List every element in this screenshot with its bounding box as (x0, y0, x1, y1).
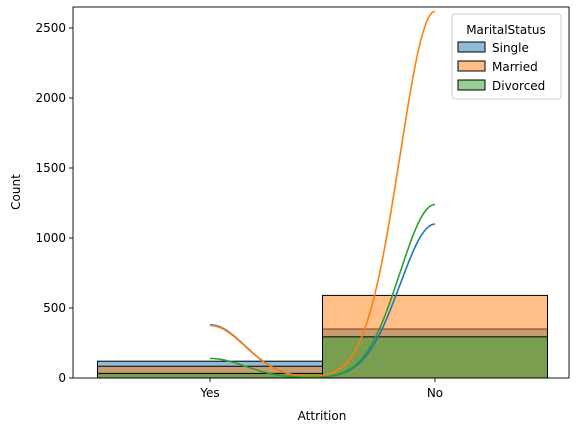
bar-divorced-no (323, 337, 548, 378)
legend: MaritalStatus Single Married Divorced (452, 14, 561, 99)
legend-label-divorced: Divorced (492, 79, 545, 93)
y-tick-label: 1000 (35, 231, 66, 245)
legend-swatch-married (458, 61, 485, 71)
x-axis: Yes No (199, 378, 443, 400)
legend-swatch-divorced (458, 80, 485, 90)
legend-label-married: Married (492, 60, 538, 74)
x-tick-label: No (427, 386, 443, 400)
y-axis-label: Count (9, 174, 23, 210)
legend-title: MaritalStatus (466, 23, 546, 37)
legend-swatch-single (458, 42, 485, 52)
y-tick-label: 1500 (35, 161, 66, 175)
y-tick-label: 2500 (35, 21, 66, 35)
x-tick-label: Yes (199, 386, 219, 400)
histogram-bars (98, 295, 548, 378)
y-tick-label: 500 (43, 301, 66, 315)
x-axis-label: Attrition (298, 409, 347, 423)
legend-label-single: Single (492, 41, 529, 55)
y-tick-label: 0 (58, 371, 66, 385)
y-axis: 0 500 1000 1500 2000 2500 (35, 21, 73, 385)
y-tick-label: 2000 (35, 91, 66, 105)
